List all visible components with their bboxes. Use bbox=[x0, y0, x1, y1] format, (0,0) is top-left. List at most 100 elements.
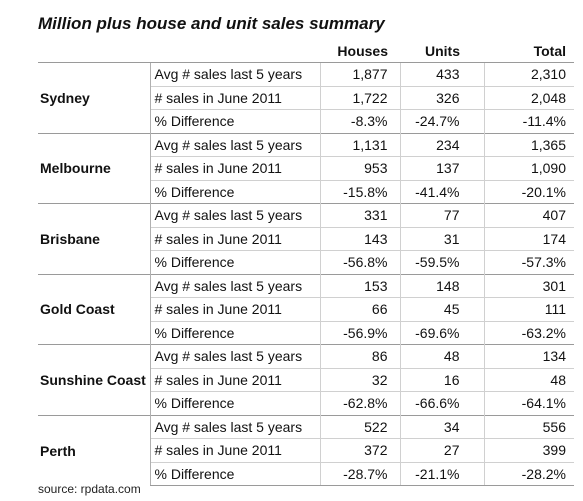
total-value: 399 bbox=[483, 438, 574, 462]
table-row: % Difference -56.9% -69.6% -63.2% bbox=[38, 320, 574, 345]
units-value: 148 bbox=[399, 273, 484, 298]
metric-label: Avg # sales last 5 years bbox=[149, 414, 320, 439]
total-value: 556 bbox=[483, 414, 574, 439]
table-body: Sydney Avg # sales last 5 years 1,877 433 2,… bbox=[38, 62, 574, 486]
houses-value: -15.8% bbox=[319, 179, 400, 204]
units-value: -66.6% bbox=[399, 391, 484, 415]
table-row: # sales in June 2011 372 27 399 bbox=[38, 438, 574, 462]
houses-value: 522 bbox=[319, 414, 400, 439]
city-name: Melbourne bbox=[38, 132, 150, 204]
table-row: Sunshine Coast Avg # sales last 5 years 86… bbox=[38, 344, 574, 415]
houses-value: 153 bbox=[319, 273, 400, 298]
source-note: source: rpdata.com bbox=[38, 482, 141, 496]
total-value: 2,048 bbox=[483, 85, 574, 110]
total-value: -64.1% bbox=[483, 391, 574, 415]
metric-label: Avg # sales last 5 years bbox=[149, 344, 320, 368]
houses-value: 953 bbox=[319, 156, 400, 180]
total-value: -20.1% bbox=[483, 179, 574, 204]
total-value: -11.4% bbox=[483, 109, 574, 133]
metric-label: % Difference bbox=[149, 320, 320, 345]
table-row: # sales in June 2011 143 31 174 bbox=[38, 226, 574, 251]
city-name: Sunshine Coast bbox=[38, 344, 150, 415]
city-name: Brisbane bbox=[38, 203, 150, 274]
units-value: 27 bbox=[399, 438, 484, 462]
metric-label: # sales in June 2011 bbox=[149, 156, 320, 180]
table-row: # sales in June 2011 1,722 326 2,048 bbox=[38, 85, 574, 110]
total-value: 1,090 bbox=[483, 156, 574, 180]
header-metric bbox=[150, 40, 320, 63]
header-city bbox=[38, 40, 150, 63]
houses-value: -56.8% bbox=[319, 250, 400, 274]
units-value: 34 bbox=[399, 414, 484, 439]
total-value: 174 bbox=[483, 226, 574, 251]
units-value: 77 bbox=[399, 203, 484, 227]
houses-value: -28.7% bbox=[319, 461, 400, 486]
metric-label: # sales in June 2011 bbox=[149, 297, 320, 321]
header-total: Total bbox=[484, 40, 574, 63]
city-name: Perth bbox=[38, 414, 150, 486]
total-value: 1,365 bbox=[483, 132, 574, 157]
units-value: -41.4% bbox=[399, 179, 484, 204]
table-row: Perth Avg # sales last 5 years 522 34 556 bbox=[38, 414, 574, 486]
total-value: 407 bbox=[483, 203, 574, 227]
metric-label: % Difference bbox=[149, 109, 320, 133]
table-row: # sales in June 2011 953 137 1,090 bbox=[38, 156, 574, 180]
total-value: 301 bbox=[483, 273, 574, 298]
table-row: % Difference -28.7% -21.1% -28.2% bbox=[38, 461, 574, 486]
houses-value: -56.9% bbox=[319, 320, 400, 345]
table-row: Brisbane Avg # sales last 5 years 331 77 407 bbox=[38, 203, 574, 274]
units-value: 31 bbox=[399, 226, 484, 251]
units-value: -59.5% bbox=[399, 250, 484, 274]
table-row: # sales in June 2011 66 45 111 bbox=[38, 297, 574, 321]
houses-value: 331 bbox=[319, 203, 400, 227]
metric-label: Avg # sales last 5 years bbox=[149, 62, 320, 86]
units-value: 45 bbox=[399, 297, 484, 321]
total-value: 48 bbox=[483, 367, 574, 392]
metric-label: Avg # sales last 5 years bbox=[149, 273, 320, 298]
table-row: # sales in June 2011 32 16 48 bbox=[38, 367, 574, 392]
table-row: % Difference -62.8% -66.6% -64.1% bbox=[38, 391, 574, 415]
units-value: 326 bbox=[399, 85, 484, 110]
houses-value: 143 bbox=[319, 226, 400, 251]
total-value: 2,310 bbox=[483, 62, 574, 86]
metric-label: % Difference bbox=[149, 461, 320, 486]
total-value: -63.2% bbox=[483, 320, 574, 345]
houses-value: 66 bbox=[319, 297, 400, 321]
city-name: Gold Coast bbox=[38, 273, 150, 345]
city-name: Sydney bbox=[38, 62, 150, 133]
metric-label: # sales in June 2011 bbox=[149, 367, 320, 392]
units-value: -69.6% bbox=[399, 320, 484, 345]
houses-value: 1,131 bbox=[319, 132, 400, 157]
units-value: 234 bbox=[399, 132, 484, 157]
table-row: % Difference -56.8% -59.5% -57.3% bbox=[38, 250, 574, 274]
metric-label: # sales in June 2011 bbox=[149, 226, 320, 251]
metric-label: Avg # sales last 5 years bbox=[149, 132, 320, 157]
houses-value: -62.8% bbox=[319, 391, 400, 415]
houses-value: 1,877 bbox=[319, 62, 400, 86]
header-units: Units bbox=[400, 40, 484, 63]
total-value: 111 bbox=[483, 297, 574, 321]
header-row: Houses Units Total bbox=[38, 40, 574, 63]
units-value: 48 bbox=[399, 344, 484, 368]
houses-value: 32 bbox=[319, 367, 400, 392]
units-value: -24.7% bbox=[399, 109, 484, 133]
total-value: 134 bbox=[483, 344, 574, 368]
total-value: -28.2% bbox=[483, 461, 574, 486]
table-row: Melbourne Avg # sales last 5 years 1,131 23… bbox=[38, 132, 574, 204]
houses-value: -8.3% bbox=[319, 109, 400, 133]
metric-label: Avg # sales last 5 years bbox=[149, 203, 320, 227]
table-row: Sydney Avg # sales last 5 years 1,877 433 2,… bbox=[38, 62, 574, 133]
sales-summary-table: Houses Units Total Sydney Avg # sales las… bbox=[38, 40, 574, 486]
metric-label: # sales in June 2011 bbox=[149, 85, 320, 110]
units-value: -21.1% bbox=[399, 461, 484, 486]
metric-label: % Difference bbox=[149, 391, 320, 415]
metric-label: % Difference bbox=[149, 179, 320, 204]
metric-label: # sales in June 2011 bbox=[149, 438, 320, 462]
header-houses: Houses bbox=[320, 40, 400, 63]
table-row: % Difference -15.8% -41.4% -20.1% bbox=[38, 179, 574, 204]
units-value: 137 bbox=[399, 156, 484, 180]
units-value: 433 bbox=[399, 62, 484, 86]
houses-value: 86 bbox=[319, 344, 400, 368]
table-title: Million plus house and unit sales summar… bbox=[38, 14, 385, 33]
units-value: 16 bbox=[399, 367, 484, 392]
